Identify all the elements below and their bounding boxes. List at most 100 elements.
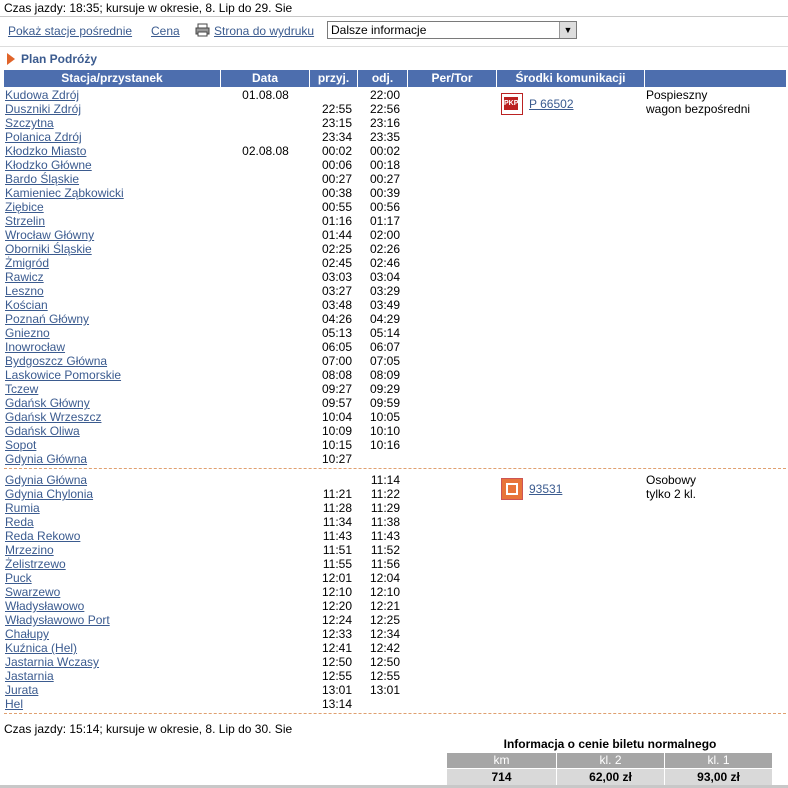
arrival: 01:16 xyxy=(321,214,352,228)
station-link[interactable]: Tczew xyxy=(5,382,39,396)
station-link[interactable]: Rumia xyxy=(5,501,40,515)
price-header: km xyxy=(447,753,557,768)
arrival: 05:13 xyxy=(321,326,352,340)
arrival: 12:55 xyxy=(321,669,352,683)
departure: 00:56 xyxy=(369,200,400,214)
station-link[interactable]: Sopot xyxy=(5,438,37,452)
departure: 22:00 xyxy=(369,88,400,102)
station-link[interactable]: Gdańsk Oliwa xyxy=(5,424,80,438)
station-link[interactable]: Żelistrzewo xyxy=(5,557,66,571)
station-link[interactable]: Szczytna xyxy=(5,116,54,130)
station-link[interactable]: Kościan xyxy=(5,298,48,312)
date: 02.08.08 xyxy=(242,144,289,158)
departure: 09:29 xyxy=(369,382,400,396)
link[interactable]: Strona do wydruku xyxy=(214,24,315,38)
station-link[interactable]: Gdańsk Wrzeszcz xyxy=(5,410,102,424)
station-link[interactable]: Rawicz xyxy=(5,270,44,284)
station-link[interactable]: Chałupy xyxy=(5,627,50,641)
section-title: Plan Podróży xyxy=(21,52,98,66)
departure: 11:22 xyxy=(370,487,400,501)
station-link[interactable]: Duszniki Zdrój xyxy=(5,102,82,116)
station-link[interactable]: Hel xyxy=(5,697,24,711)
station-link[interactable]: Swarzewo xyxy=(5,585,61,599)
station-link[interactable]: Jurata xyxy=(5,683,39,697)
select-value: Dalsze informacje xyxy=(331,23,427,37)
select-arrow[interactable]: ▼ xyxy=(559,22,576,38)
station-link[interactable]: Puck xyxy=(5,571,32,585)
station-link[interactable]: Poznań Główny xyxy=(5,312,90,326)
departure: 12:25 xyxy=(369,613,400,627)
departure: 03:29 xyxy=(369,284,400,298)
departure: 11:29 xyxy=(370,501,400,515)
station-link[interactable]: Kuźnica (Hel) xyxy=(5,641,78,655)
column-header: Środki komunikacji xyxy=(497,70,645,87)
arrival: 12:50 xyxy=(321,655,352,669)
departure: 04:29 xyxy=(369,312,400,326)
price-value: 93,00 zł xyxy=(665,769,773,785)
departure: 03:04 xyxy=(369,270,400,284)
station-link[interactable]: Kłodzko Główne xyxy=(5,158,92,172)
arrival: 09:27 xyxy=(321,382,352,396)
date: 01.08.08 xyxy=(242,88,289,102)
column-header xyxy=(645,70,787,87)
arrival: 23:15 xyxy=(321,116,352,130)
arrival: 12:10 xyxy=(321,585,352,599)
station-link[interactable]: Inowrocław xyxy=(5,340,66,354)
station-link[interactable]: Władysławowo xyxy=(5,599,85,613)
arrival: 13:14 xyxy=(321,697,352,711)
station-link[interactable]: Bardo Śląskie xyxy=(5,172,80,186)
link[interactable]: Pokaż stacje pośrednie xyxy=(8,24,133,38)
arrival: 23:34 xyxy=(321,130,352,144)
station-link[interactable]: Jastarnia xyxy=(5,669,54,683)
train-link[interactable]: 93531 xyxy=(529,482,563,496)
arrival: 03:27 xyxy=(321,284,352,298)
station-link[interactable]: Polanica Zdrój xyxy=(5,130,82,144)
arrival: 11:28 xyxy=(322,501,352,515)
station-link[interactable]: Laskowice Pomorskie xyxy=(5,368,122,382)
station-link[interactable]: Oborniki Śląskie xyxy=(5,242,92,256)
departure: 09:59 xyxy=(369,396,400,410)
station-link[interactable]: Gdańsk Główny xyxy=(5,396,90,410)
departure: 00:39 xyxy=(369,186,400,200)
station-link[interactable]: Ziębice xyxy=(5,200,44,214)
station-link[interactable]: Strzelin xyxy=(5,214,46,228)
station-link[interactable]: Władysławowo Port xyxy=(5,613,110,627)
station-link[interactable]: Mrzezino xyxy=(5,543,54,557)
station-link[interactable]: Kłodzko Miasto xyxy=(5,144,87,158)
station-link[interactable]: Wrocław Główny xyxy=(5,228,95,242)
select[interactable]: Dalsze informacje ▼ xyxy=(327,21,577,39)
station-link[interactable]: Gdynia Chylonia xyxy=(5,487,94,501)
station-link[interactable]: Kamieniec Ząbkowicki xyxy=(5,186,124,200)
departure: 01:17 xyxy=(369,214,400,228)
station-link[interactable]: Gdynia Główna xyxy=(5,452,88,466)
column-header: odj. xyxy=(358,70,408,87)
departure: 12:04 xyxy=(369,571,400,585)
station-link[interactable]: Kudowa Zdrój xyxy=(5,88,80,102)
train-link[interactable]: P 66502 xyxy=(529,97,574,111)
station-link[interactable]: Reda xyxy=(5,515,34,529)
column-header: przyj. xyxy=(310,70,358,87)
arrival: 00:06 xyxy=(321,158,352,172)
departure: 10:05 xyxy=(369,410,400,424)
price-header: kl. 1 xyxy=(665,753,773,768)
station-link[interactable]: Żmigród xyxy=(5,256,50,270)
arrival: 11:51 xyxy=(322,543,352,557)
arrival: 11:34 xyxy=(322,515,352,529)
arrival: 00:55 xyxy=(321,200,352,214)
station-link[interactable]: Leszno xyxy=(5,284,44,298)
link[interactable]: Cena xyxy=(151,24,180,38)
departure: 23:16 xyxy=(369,116,400,130)
station-link[interactable]: Gdynia Główna xyxy=(5,473,88,487)
station-link[interactable]: Bydgoszcz Główna xyxy=(5,354,108,368)
price-value: 714 xyxy=(447,769,557,785)
departure: 08:09 xyxy=(369,368,400,382)
departure: 10:10 xyxy=(369,424,400,438)
print-icon xyxy=(195,23,210,37)
station-link[interactable]: Jastarnia Wczasy xyxy=(5,655,100,669)
arrival: 12:01 xyxy=(321,571,352,585)
train-icon: PKP xyxy=(501,93,523,115)
station-link[interactable]: Reda Rekowo xyxy=(5,529,81,543)
arrival: 06:05 xyxy=(321,340,352,354)
station-link[interactable]: Gniezno xyxy=(5,326,50,340)
